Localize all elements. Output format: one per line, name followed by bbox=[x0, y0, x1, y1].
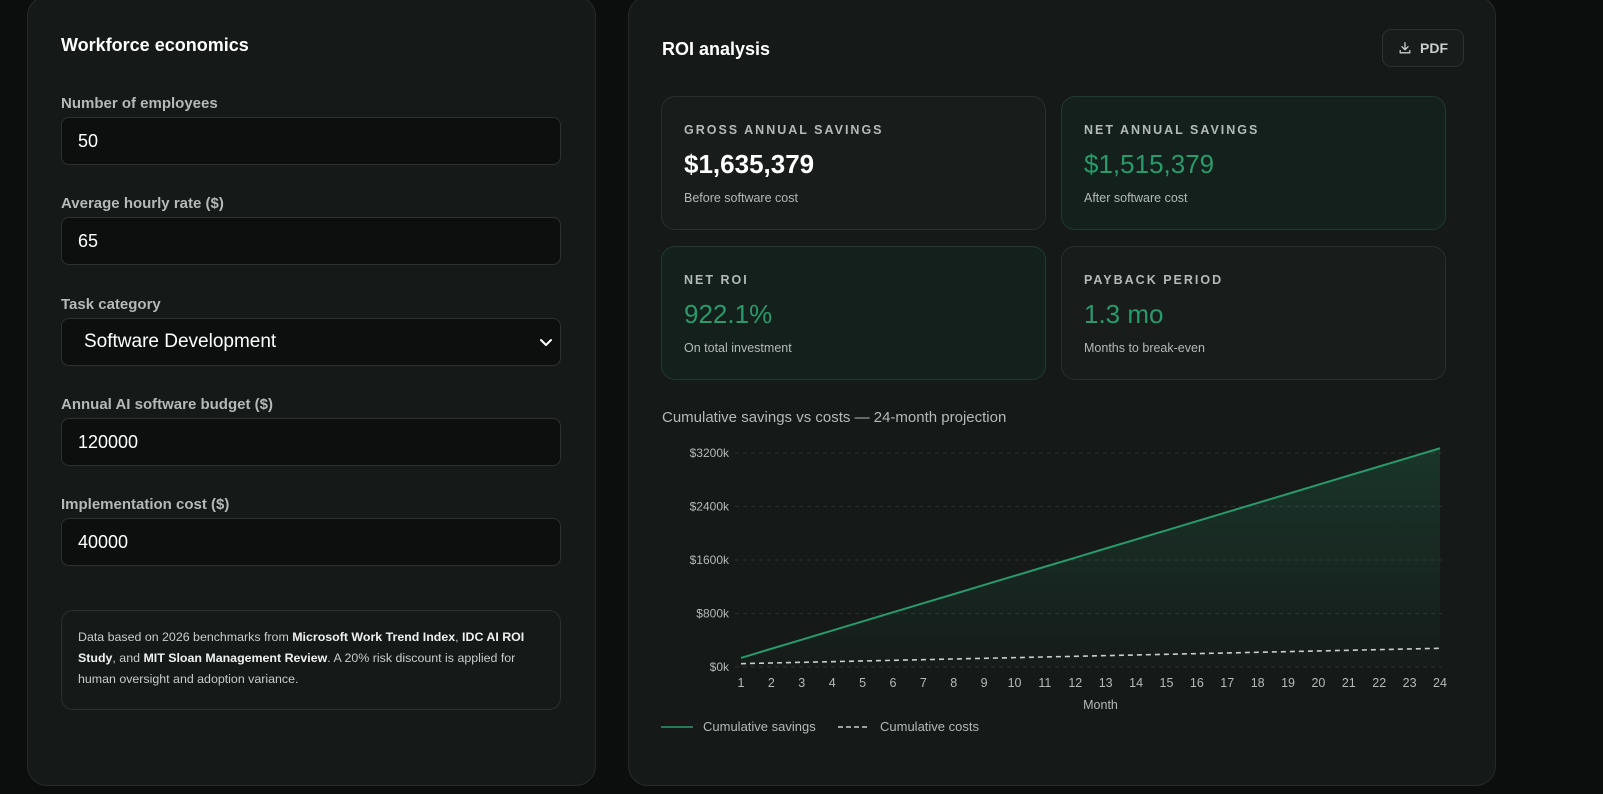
implementation-cost-label: Implementation cost ($) bbox=[61, 496, 230, 513]
card-label: NET ANNUAL SAVINGS bbox=[1084, 123, 1260, 137]
chart-title: Cumulative savings vs costs — 24-month p… bbox=[662, 409, 1007, 426]
card-subtext: On total investment bbox=[684, 341, 792, 355]
card-value: 1.3 mo bbox=[1084, 299, 1164, 329]
x-tick-label: 24 bbox=[1433, 676, 1447, 690]
x-tick-label: 3 bbox=[798, 676, 805, 690]
y-tick-label: $800k bbox=[696, 607, 730, 621]
costs-line bbox=[740, 647, 1441, 665]
net-savings-card: NET ANNUAL SAVINGS $1,515,379 After soft… bbox=[1061, 96, 1446, 230]
net-roi-card: NET ROI 922.1% On total investment bbox=[661, 246, 1046, 380]
benchmark-note: Data based on 2026 benchmarks from Micro… bbox=[61, 610, 561, 710]
savings-line bbox=[740, 447, 1441, 659]
hourly-rate-label: Average hourly rate ($) bbox=[61, 195, 224, 212]
legend-label: Cumulative costs bbox=[880, 719, 979, 734]
chevron-down-icon bbox=[540, 339, 552, 346]
x-tick-label: 23 bbox=[1403, 676, 1417, 690]
workforce-panel: Workforce economics Number of employees … bbox=[27, 0, 596, 786]
gross-savings-card: GROSS ANNUAL SAVINGS $1,635,379 Before s… bbox=[661, 96, 1046, 230]
implementation-cost-input[interactable]: 40000 bbox=[61, 518, 561, 566]
savings-area bbox=[741, 448, 1440, 667]
x-tick-label: 16 bbox=[1190, 676, 1204, 690]
x-tick-label: 2 bbox=[768, 676, 775, 690]
budget-label: Annual AI software budget ($) bbox=[61, 396, 273, 413]
x-tick-label: 14 bbox=[1129, 676, 1143, 690]
legend-item-savings: Cumulative savings bbox=[661, 719, 816, 734]
card-value: $1,635,379 bbox=[684, 149, 815, 179]
x-tick-label: 17 bbox=[1220, 676, 1234, 690]
task-category-value: Software Development bbox=[84, 331, 277, 352]
roi-title: ROI analysis bbox=[662, 39, 771, 59]
y-tick-label: $3200k bbox=[690, 446, 730, 460]
workforce-title: Workforce economics bbox=[61, 35, 249, 55]
employees-label: Number of employees bbox=[61, 95, 218, 112]
x-tick-label: 12 bbox=[1068, 676, 1082, 690]
x-tick-label: 20 bbox=[1311, 676, 1325, 690]
x-tick-label: 5 bbox=[859, 676, 866, 690]
card-subtext: Before software cost bbox=[684, 191, 798, 205]
task-category-label: Task category bbox=[61, 296, 161, 313]
x-tick-label: 19 bbox=[1281, 676, 1295, 690]
card-subtext: Months to break-even bbox=[1084, 341, 1205, 355]
x-tick-label: 4 bbox=[829, 676, 836, 690]
card-subtext: After software cost bbox=[1084, 191, 1188, 205]
dashed-line-swatch bbox=[838, 725, 870, 728]
y-tick-label: $0k bbox=[710, 660, 730, 674]
employees-input[interactable]: 50 bbox=[61, 117, 561, 165]
task-category-select[interactable]: Software Development bbox=[61, 318, 561, 366]
y-tick-label: $1600k bbox=[690, 553, 730, 567]
card-label: GROSS ANNUAL SAVINGS bbox=[684, 123, 884, 137]
x-tick-label: 15 bbox=[1160, 676, 1174, 690]
card-label: NET ROI bbox=[684, 273, 749, 287]
y-tick-label: $2400k bbox=[690, 500, 730, 514]
card-value: $1,515,379 bbox=[1084, 149, 1215, 179]
x-tick-label: 1 bbox=[738, 676, 745, 690]
x-tick-label: 8 bbox=[950, 676, 957, 690]
pdf-label: PDF bbox=[1420, 40, 1448, 56]
roi-panel: ROI analysis PDF GROSS ANNUAL SAVINGS $1… bbox=[628, 0, 1496, 786]
x-tick-label: 22 bbox=[1372, 676, 1386, 690]
budget-input[interactable]: 120000 bbox=[61, 418, 561, 466]
x-tick-label: 9 bbox=[981, 676, 988, 690]
card-label: PAYBACK PERIOD bbox=[1084, 273, 1224, 287]
x-tick-label: 6 bbox=[889, 676, 896, 690]
x-tick-label: 10 bbox=[1008, 676, 1022, 690]
legend-label: Cumulative savings bbox=[703, 719, 816, 734]
x-tick-label: 13 bbox=[1099, 676, 1113, 690]
x-tick-label: 11 bbox=[1038, 676, 1051, 690]
card-value: 922.1% bbox=[684, 299, 773, 329]
hourly-rate-input[interactable]: 65 bbox=[61, 217, 561, 265]
pdf-download-button[interactable]: PDF bbox=[1382, 29, 1464, 67]
solid-line-swatch bbox=[661, 725, 693, 728]
payback-period-card: PAYBACK PERIOD 1.3 mo Months to break-ev… bbox=[1061, 246, 1446, 380]
download-icon bbox=[1399, 42, 1411, 54]
x-tick-label: 21 bbox=[1342, 676, 1356, 690]
x-tick-label: 18 bbox=[1251, 676, 1265, 690]
legend-item-costs: Cumulative costs bbox=[838, 719, 979, 734]
x-axis-label: Month bbox=[1083, 698, 1118, 712]
x-tick-label: 7 bbox=[920, 676, 927, 690]
